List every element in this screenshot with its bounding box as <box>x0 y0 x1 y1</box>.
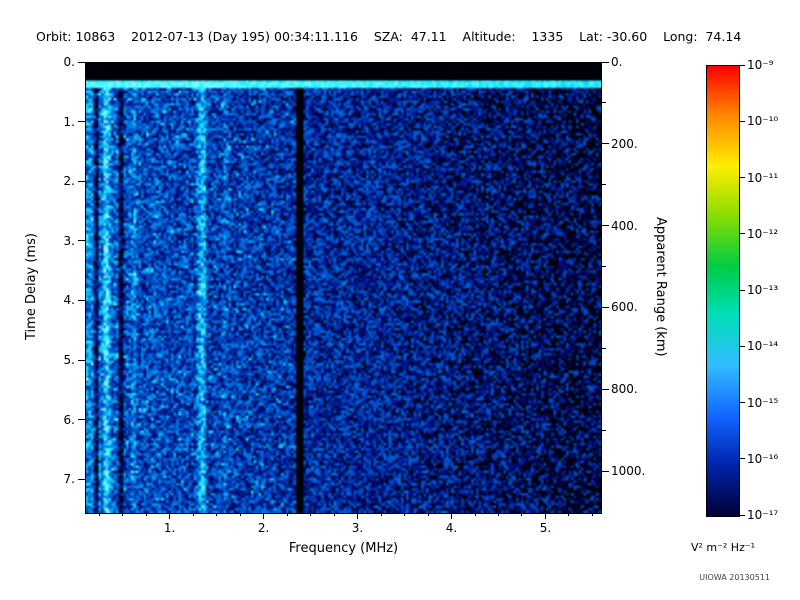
x-minor-tick-mark <box>98 513 100 516</box>
colorbar-tick-mark <box>740 233 745 235</box>
x-minor-tick-mark <box>122 513 124 516</box>
colorbar-tick-label: 10⁻¹⁷ <box>747 508 779 522</box>
x-tick-mark <box>263 513 265 519</box>
x-minor-tick-mark <box>404 513 406 516</box>
y-tick-mark <box>78 121 85 123</box>
y2-tick-mark <box>602 143 609 145</box>
x-minor-tick-mark <box>192 513 194 516</box>
colorbar-tick-label: 10⁻¹¹ <box>747 170 779 185</box>
x-tick-label: 4. <box>445 521 458 535</box>
y2-tick-mark <box>602 306 609 308</box>
y-tick-label: 0. <box>63 55 75 69</box>
y-tick-label: 1. <box>63 114 75 129</box>
y-tick-label: 7. <box>63 472 75 487</box>
x-tick-mark <box>451 513 452 519</box>
colorbar <box>706 65 740 517</box>
observation-header: Orbit: 10863 2012-07-13 (Day 195) 00:34:… <box>36 29 742 44</box>
y2-tick-label: 800. <box>611 382 638 397</box>
y-tick-label: 2. <box>63 174 75 189</box>
colorbar-tick-mark <box>740 458 745 460</box>
colorbar-tick-mark <box>740 177 745 178</box>
x-tick-mark <box>169 513 171 519</box>
colorbar-tick-mark <box>740 289 745 291</box>
colorbar-tick-label: 10⁻¹² <box>747 226 779 241</box>
x-tick-mark <box>357 513 359 519</box>
y2-tick-label: 400. <box>611 218 638 233</box>
colorbar-tick-mark <box>740 64 745 66</box>
x-minor-tick-mark <box>333 513 335 516</box>
credit-text: UIOWA 20130511 <box>699 573 770 582</box>
y2-tick-mark <box>602 61 609 63</box>
y-tick-label: 5. <box>63 353 75 367</box>
y2-minor-tick-mark <box>602 102 606 104</box>
x-minor-tick-mark <box>498 513 499 516</box>
x-tick-label: 2. <box>257 521 270 535</box>
y-tick-mark <box>78 359 85 361</box>
x-minor-tick-mark <box>286 513 288 516</box>
colorbar-tick-label: 10⁻⁹ <box>747 58 774 72</box>
x-minor-tick-mark <box>310 513 312 516</box>
spectrogram-canvas <box>86 63 601 513</box>
x-minor-tick-mark <box>427 513 429 516</box>
y-tick-label: 3. <box>63 233 75 248</box>
colorbar-tick-mark <box>740 514 745 516</box>
y-tick-label: 4. <box>63 293 75 308</box>
colorbar-tick-mark <box>740 345 745 347</box>
y2-tick-label: 200. <box>611 136 638 151</box>
x-minor-tick-mark <box>474 513 476 516</box>
right-axis-label: Apparent Range (km) <box>653 217 668 357</box>
y-tick-mark <box>78 299 85 301</box>
x-minor-tick-mark <box>216 513 218 516</box>
colorbar-tick-label: 10⁻¹⁰ <box>747 114 779 129</box>
x-minor-tick-mark <box>145 513 147 516</box>
y2-tick-mark <box>602 470 609 472</box>
colorbar-tick-mark <box>740 120 745 122</box>
x-axis-label: Frequency (MHz) <box>288 541 399 556</box>
y-tick-mark <box>78 478 85 480</box>
y2-tick-label: 1000. <box>611 464 646 479</box>
y2-tick-mark <box>602 225 609 227</box>
colorbar-tick-label: 10⁻¹⁶ <box>747 451 779 466</box>
colorbar-tick-label: 10⁻¹⁵ <box>747 395 779 410</box>
y2-minor-tick-mark <box>602 429 606 431</box>
y2-tick-mark <box>602 388 609 390</box>
y-tick-mark <box>78 61 85 63</box>
x-minor-tick-mark <box>521 513 523 516</box>
x-minor-tick-mark <box>380 513 382 516</box>
x-minor-tick-mark <box>591 513 593 516</box>
y-axis-label: Time Delay (ms) <box>24 233 39 341</box>
y2-minor-tick-mark <box>602 184 606 186</box>
x-tick-label: 3. <box>351 521 364 535</box>
y-tick-mark <box>78 180 85 182</box>
y2-tick-label: 600. <box>611 300 638 315</box>
y-tick-mark <box>78 419 85 421</box>
y2-minor-tick-mark <box>602 347 606 349</box>
colorbar-tick-label: 10⁻¹⁴ <box>747 339 779 354</box>
x-tick-label: 1. <box>163 521 176 535</box>
colorbar-tick-mark <box>740 402 745 403</box>
x-tick-label: 5. <box>539 521 552 535</box>
colorbar-unit-label: V² m⁻² Hz⁻¹ <box>690 541 756 554</box>
y-tick-label: 6. <box>63 412 75 427</box>
spectrogram-plot <box>85 62 602 514</box>
y2-minor-tick-mark <box>602 266 606 268</box>
y2-tick-label: 0. <box>611 55 623 69</box>
x-minor-tick-mark <box>239 513 241 516</box>
x-tick-mark <box>544 513 546 519</box>
x-minor-tick-mark <box>568 513 570 516</box>
y-tick-mark <box>78 240 85 242</box>
colorbar-tick-label: 10⁻¹³ <box>747 283 779 297</box>
